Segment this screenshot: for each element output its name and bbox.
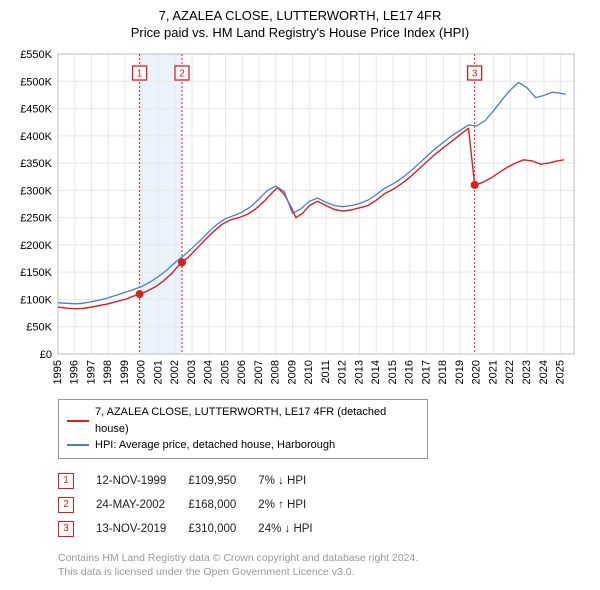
svg-text:2009: 2009 xyxy=(286,360,298,384)
sale-row: 3 13-NOV-2019£310,00024% ↓ HPI xyxy=(58,517,335,541)
sale-date: 24-MAY-2002 xyxy=(96,493,188,517)
svg-text:1: 1 xyxy=(137,69,143,80)
svg-text:1996: 1996 xyxy=(69,360,81,384)
svg-text:2000: 2000 xyxy=(136,360,148,384)
sale-date: 12-NOV-1999 xyxy=(96,469,188,493)
sale-marker-badge: 1 xyxy=(58,473,74,489)
title-subtitle: Price paid vs. HM Land Registry's House … xyxy=(10,25,590,40)
sale-delta: 7% ↓ HPI xyxy=(258,469,334,493)
sale-price: £168,000 xyxy=(188,493,258,517)
svg-text:2014: 2014 xyxy=(370,360,382,384)
legend-row-hpi: HPI: Average price, detached house, Harb… xyxy=(67,437,419,454)
footer-attribution: Contains HM Land Registry data © Crown c… xyxy=(58,551,590,579)
svg-text:£200K: £200K xyxy=(20,240,52,252)
svg-text:£350K: £350K xyxy=(20,158,52,170)
sale-delta: 2% ↑ HPI xyxy=(258,493,334,517)
svg-text:2025: 2025 xyxy=(555,360,567,384)
sale-price: £109,950 xyxy=(188,469,258,493)
svg-text:£450K: £450K xyxy=(20,104,52,116)
svg-text:£150K: £150K xyxy=(20,267,52,279)
svg-text:2008: 2008 xyxy=(270,360,282,384)
svg-text:1997: 1997 xyxy=(85,360,97,384)
sales-table: 1 12-NOV-1999£109,9507% ↓ HPI 2 24-MAY-2002… xyxy=(58,469,335,541)
svg-text:2022: 2022 xyxy=(504,360,516,384)
svg-text:2001: 2001 xyxy=(152,360,164,384)
svg-text:2012: 2012 xyxy=(337,360,349,384)
svg-text:2005: 2005 xyxy=(219,360,231,384)
svg-text:2: 2 xyxy=(179,69,185,80)
svg-text:2021: 2021 xyxy=(487,360,499,384)
legend-row-property: 7, AZALEA CLOSE, LUTTERWORTH, LE17 4FR (… xyxy=(67,404,419,437)
title-address: 7, AZALEA CLOSE, LUTTERWORTH, LE17 4FR xyxy=(10,8,590,23)
svg-text:£500K: £500K xyxy=(20,76,52,88)
svg-text:2007: 2007 xyxy=(253,360,265,384)
legend-label-property: 7, AZALEA CLOSE, LUTTERWORTH, LE17 4FR (… xyxy=(95,404,419,437)
svg-text:2020: 2020 xyxy=(471,360,483,384)
svg-text:2016: 2016 xyxy=(404,360,416,384)
legend: 7, AZALEA CLOSE, LUTTERWORTH, LE17 4FR (… xyxy=(58,399,428,459)
svg-text:2018: 2018 xyxy=(437,360,449,384)
footer-line-2: This data is licensed under the Open Gov… xyxy=(58,565,590,579)
svg-text:2006: 2006 xyxy=(236,360,248,384)
svg-text:£100K: £100K xyxy=(20,294,52,306)
svg-text:1998: 1998 xyxy=(102,360,114,384)
svg-text:2019: 2019 xyxy=(454,360,466,384)
svg-text:2011: 2011 xyxy=(320,360,332,384)
sale-price: £310,000 xyxy=(188,517,258,541)
svg-text:£550K: £550K xyxy=(20,49,52,61)
sale-row: 2 24-MAY-2002£168,0002% ↑ HPI xyxy=(58,493,335,517)
svg-text:2013: 2013 xyxy=(353,360,365,384)
svg-text:2003: 2003 xyxy=(186,360,198,384)
svg-text:1999: 1999 xyxy=(119,360,131,384)
svg-text:2010: 2010 xyxy=(303,360,315,384)
svg-text:2017: 2017 xyxy=(420,360,432,384)
chart-container: 7, AZALEA CLOSE, LUTTERWORTH, LE17 4FR P… xyxy=(0,0,600,589)
svg-text:£0: £0 xyxy=(40,349,52,361)
svg-text:2023: 2023 xyxy=(521,360,533,384)
svg-text:2024: 2024 xyxy=(538,360,550,384)
svg-text:1995: 1995 xyxy=(52,360,64,384)
footer-line-1: Contains HM Land Registry data © Crown c… xyxy=(58,551,590,565)
svg-text:£300K: £300K xyxy=(20,185,52,197)
sale-row: 1 12-NOV-1999£109,9507% ↓ HPI xyxy=(58,469,335,493)
legend-swatch-property xyxy=(67,420,89,422)
sale-marker-badge: 2 xyxy=(58,497,74,513)
svg-text:2015: 2015 xyxy=(387,360,399,384)
svg-text:2002: 2002 xyxy=(169,360,181,384)
svg-text:3: 3 xyxy=(472,69,478,80)
svg-text:£400K: £400K xyxy=(20,131,52,143)
chart-titles: 7, AZALEA CLOSE, LUTTERWORTH, LE17 4FR P… xyxy=(10,8,590,40)
chart-area: £0 £50K £100K £150K £200K £250K £300K £350K £400… xyxy=(10,46,590,391)
legend-swatch-hpi xyxy=(67,444,89,446)
sale-date: 13-NOV-2019 xyxy=(96,517,188,541)
sale-delta: 24% ↓ HPI xyxy=(258,517,334,541)
legend-label-hpi: HPI: Average price, detached house, Harb… xyxy=(95,437,335,454)
svg-text:2004: 2004 xyxy=(203,360,215,384)
svg-text:£50K: £50K xyxy=(26,322,52,334)
sale-marker-badge: 3 xyxy=(58,521,74,537)
price-chart-svg: £0 £50K £100K £150K £200K £250K £300K £350K £400… xyxy=(10,46,590,391)
svg-text:£250K: £250K xyxy=(20,213,52,225)
